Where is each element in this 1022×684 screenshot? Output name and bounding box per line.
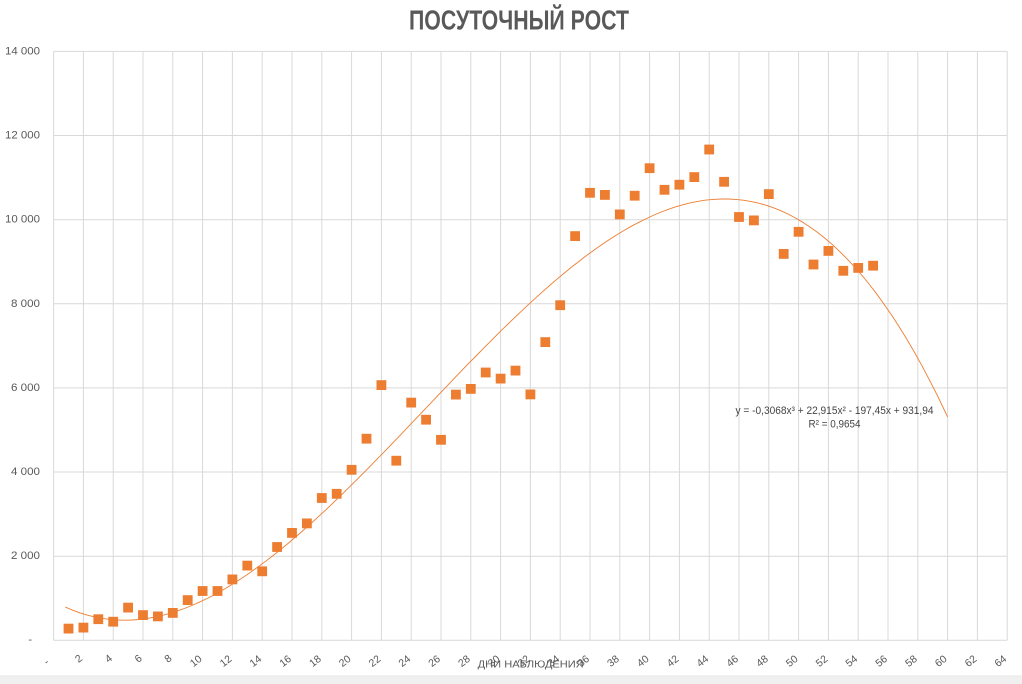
svg-text:14 000: 14 000 (5, 45, 40, 57)
svg-text:-: - (41, 656, 52, 668)
svg-text:y = -0,3068x³ + 22,915x² - 197: y = -0,3068x³ + 22,915x² - 197,45x + 931… (736, 405, 934, 417)
svg-text:8 000: 8 000 (11, 298, 40, 310)
svg-text:ПОСУТОЧНЫЙ РОСТ: ПОСУТОЧНЫЙ РОСТ (409, 4, 629, 36)
svg-text:12 000: 12 000 (5, 130, 40, 142)
svg-text:ДНИ НАБЛЮДЕНИЯ: ДНИ НАБЛЮДЕНИЯ (478, 660, 584, 671)
svg-text:2 000: 2 000 (11, 550, 40, 562)
svg-text:6 000: 6 000 (11, 382, 40, 394)
svg-text:10 000: 10 000 (5, 214, 40, 226)
svg-text:-: - (28, 634, 32, 646)
svg-text:R² = 0,9654: R² = 0,9654 (809, 418, 861, 430)
svg-text:4 000: 4 000 (11, 466, 40, 478)
